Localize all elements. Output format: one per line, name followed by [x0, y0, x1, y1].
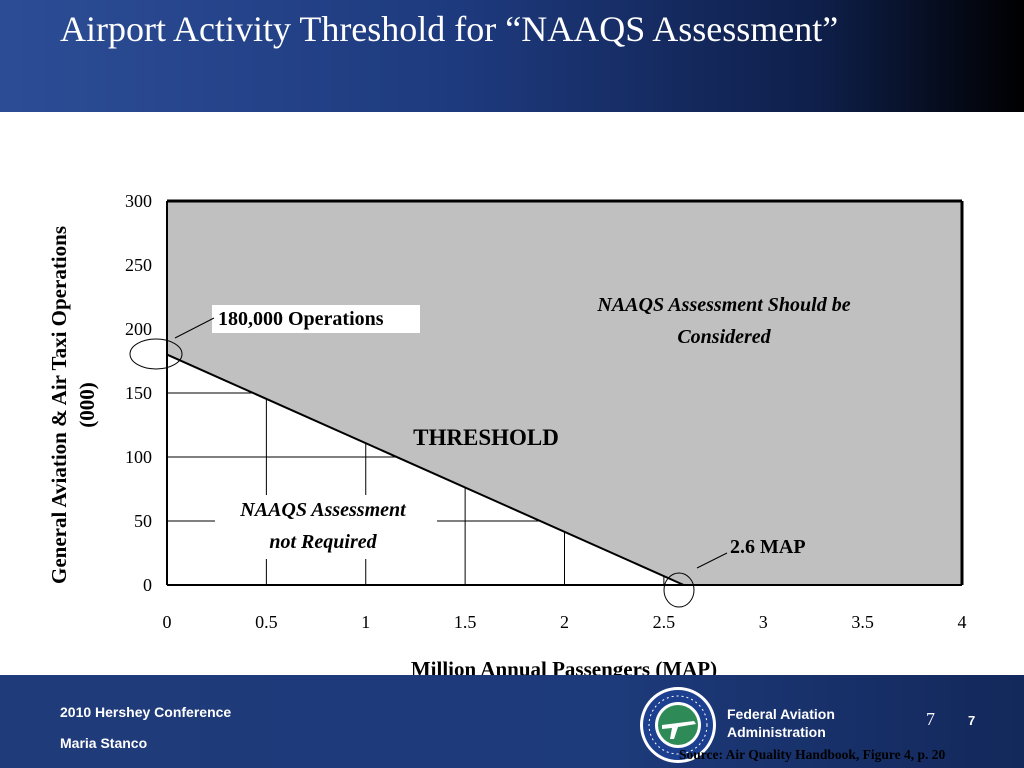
assessment-considered-line1: NAAQS Assessment Should be — [596, 294, 850, 316]
presenter-name: Maria Stanco — [60, 735, 148, 751]
y-tick-label: 0 — [143, 575, 152, 595]
source-citation: Source: Air Quality Handbook, Figure 4, … — [679, 747, 946, 762]
y-tick-label: 300 — [125, 191, 152, 211]
agency-name-line1: Federal Aviation — [727, 706, 835, 722]
operations-circle — [129, 338, 183, 370]
faa-logo — [640, 687, 716, 763]
assessment-not-required-line1: NAAQS Assessment — [239, 499, 407, 521]
map-annotation: 2.6 MAP — [730, 536, 806, 558]
threshold-line — [166, 353, 685, 586]
page-number-bold: 7 — [968, 713, 976, 728]
not-required-label-bg — [215, 495, 437, 559]
x-tick-label: 3 — [759, 612, 768, 632]
x-tick-label: 2 — [560, 612, 569, 632]
map-leader-line — [696, 552, 728, 569]
y-tick-label: 100 — [125, 447, 152, 467]
page-number: 7 — [926, 709, 935, 729]
y-tick-label: 50 — [134, 511, 152, 531]
map-circle — [663, 572, 695, 608]
conference-name: 2010 Hershey Conference — [60, 704, 232, 720]
x-tick-labels: 0 0.5 1 1.5 2 2.5 3 3.5 4 — [163, 612, 967, 632]
y-axis-label: General Aviation & Air Taxi Operations (0… — [47, 226, 99, 584]
operations-annotation: 180,000 Operations — [218, 308, 384, 330]
x-tick-label: 1 — [361, 612, 370, 632]
y-tick-label: 200 — [125, 319, 152, 339]
plot-frame — [166, 199, 964, 586]
x-tick-label: 1.5 — [454, 612, 477, 632]
y-tick-labels: 0 50 100 150 200 250 300 — [125, 191, 152, 595]
x-tick-label: 2.5 — [653, 612, 676, 632]
slide-header: Airport Activity Threshold for “NAAQS As… — [0, 0, 1024, 112]
agency-name-line2: Administration — [727, 724, 826, 740]
x-tick-label: 4 — [958, 612, 967, 632]
threshold-annotation: THRESHOLD — [413, 425, 559, 450]
x-tick-label: 0 — [163, 612, 172, 632]
operations-leader-line — [174, 317, 215, 339]
slide-title: Airport Activity Threshold for “NAAQS As… — [60, 9, 839, 49]
assessment-not-required-line2: not Required — [269, 531, 377, 553]
slide-footer: 2010 Hershey Conference Maria Stanco Fed… — [0, 675, 1024, 768]
operations-label-bg — [212, 305, 420, 333]
y-tick-label: 150 — [125, 383, 152, 403]
x-tick-label: 3.5 — [851, 612, 874, 632]
assessment-area — [167, 201, 962, 585]
x-tick-label: 0.5 — [255, 612, 278, 632]
y-tick-label: 250 — [125, 255, 152, 275]
assessment-considered-line2: Considered — [677, 326, 771, 348]
